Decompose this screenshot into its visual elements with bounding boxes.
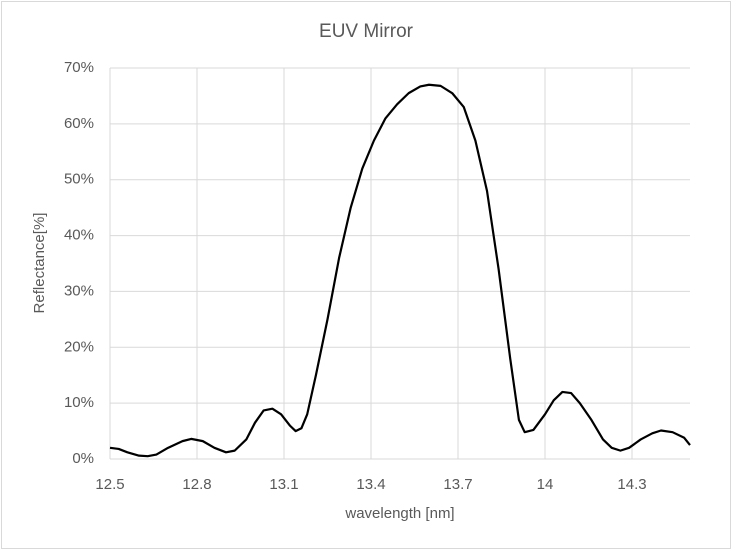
y-tick-label: 10% bbox=[64, 394, 94, 411]
y-tick-label: 60% bbox=[64, 115, 94, 132]
x-tick-label: 13.7 bbox=[443, 476, 472, 493]
x-tick-label: 13.1 bbox=[269, 476, 298, 493]
x-tick-label: 14.3 bbox=[617, 476, 646, 493]
y-axis-label: Reflectance[%] bbox=[31, 213, 48, 314]
x-tick-label: 12.5 bbox=[95, 476, 124, 493]
y-tick-label: 40% bbox=[64, 227, 94, 244]
y-tick-label: 70% bbox=[64, 59, 94, 76]
x-tick-label: 14 bbox=[537, 476, 554, 493]
chart-title: EUV Mirror bbox=[319, 21, 414, 42]
x-axis-label: wavelength [nm] bbox=[344, 505, 454, 522]
data-line bbox=[109, 83, 691, 458]
y-tick-label: 50% bbox=[64, 171, 94, 188]
y-tick-label: 20% bbox=[64, 338, 94, 355]
y-tick-label: 30% bbox=[64, 282, 94, 299]
x-tick-label: 13.4 bbox=[356, 476, 385, 493]
x-tick-label: 12.8 bbox=[182, 476, 211, 493]
y-tick-label: 0% bbox=[72, 450, 94, 467]
